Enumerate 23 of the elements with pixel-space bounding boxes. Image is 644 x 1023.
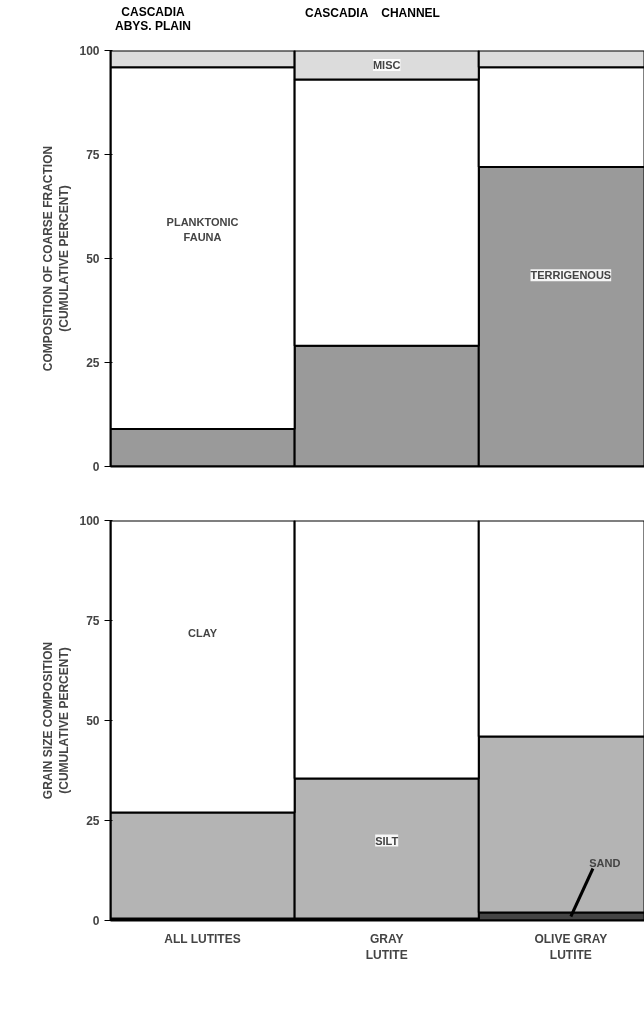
- annotation: SILT: [375, 834, 399, 847]
- annotation: SAND: [589, 856, 621, 869]
- y-tick-label: 50: [86, 714, 100, 729]
- text: CASCADIA CHANNEL: [305, 6, 440, 20]
- y-tick-label: 0: [92, 914, 100, 929]
- x-tick-label: OLIVE GRAY LUTITE: [534, 931, 608, 963]
- y-tick-label: 75: [86, 614, 100, 629]
- y-tick-label: 100: [79, 514, 100, 529]
- x-tick-label: GRAY LUTITE: [365, 931, 408, 963]
- annotation: PLANKTONIC FAUNA: [166, 216, 239, 243]
- y-tick-label: 25: [86, 356, 100, 371]
- annotation: CLAY: [188, 626, 218, 639]
- y-tick-label: 75: [86, 148, 100, 163]
- y-tick-label: 100: [79, 44, 100, 59]
- y-tick-label: 25: [86, 814, 100, 829]
- y-tick-label: 0: [92, 460, 100, 475]
- y-axis-title: GRAIN SIZE COMPOSITION (CUMULATIVE PERCENT): [40, 641, 72, 800]
- annotation: MISC: [372, 59, 401, 72]
- y-tick-label: 50: [86, 252, 100, 267]
- text: CASCADIA ABYS. PLAIN: [115, 5, 192, 33]
- x-tick-label: ALL LUTITES: [164, 931, 241, 946]
- annotation: TERRIGENOUS: [530, 269, 612, 282]
- y-axis-title: COMPOSITION OF COARSE FRACTION (CUMULATIVE PERCENT): [40, 145, 72, 372]
